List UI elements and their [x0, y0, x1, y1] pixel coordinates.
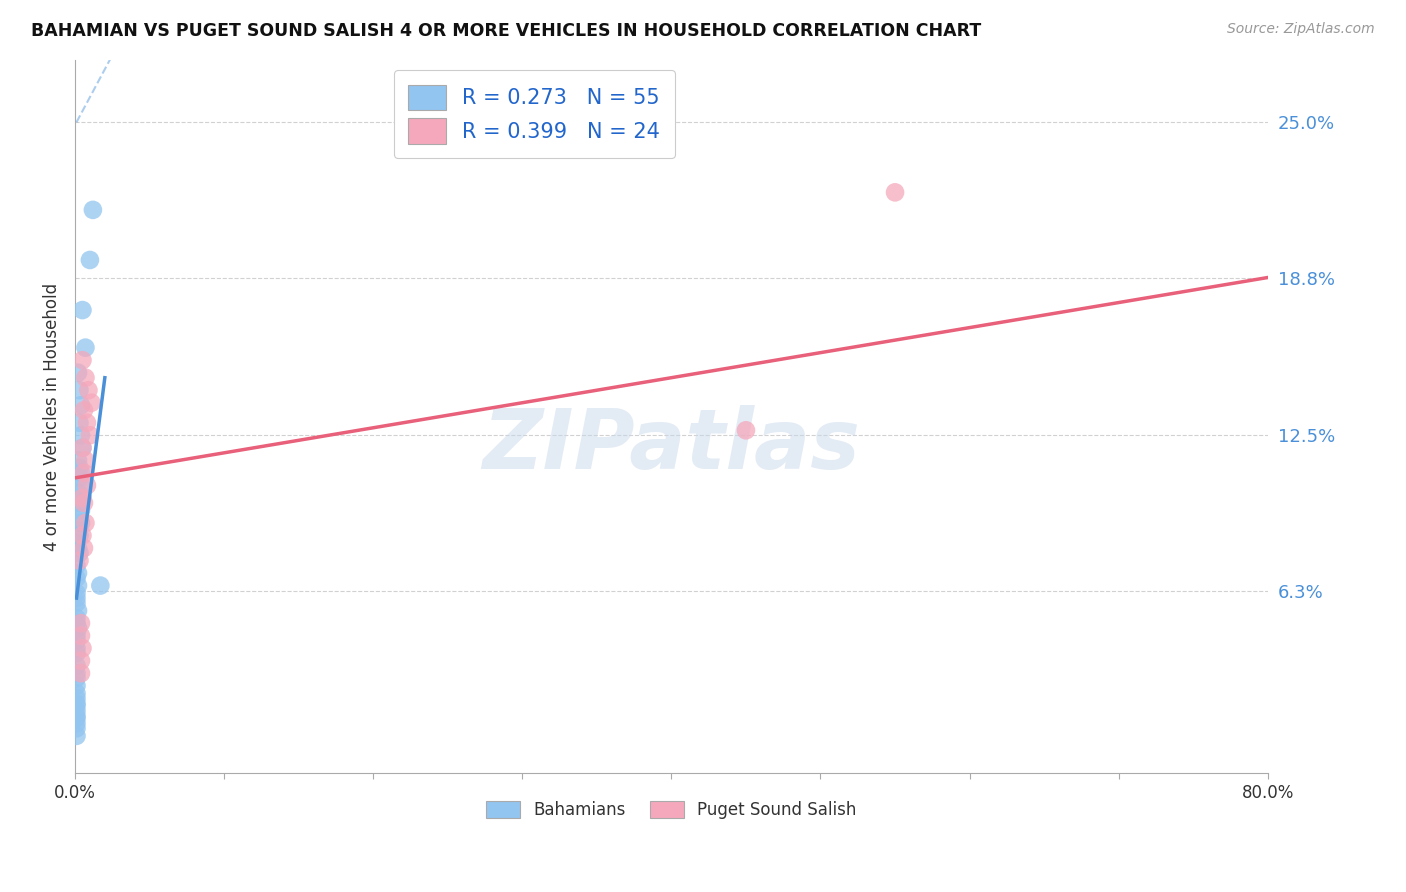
Point: [72, 641, 94, 656]
Point: [66, 366, 89, 380]
Point: [69, 553, 91, 567]
Point: [69, 546, 91, 560]
Point: [65, 633, 87, 648]
Point: [73, 541, 96, 555]
Point: [73, 466, 96, 480]
Point: [65, 696, 87, 710]
Point: [65, 611, 87, 625]
Point: [66, 566, 89, 580]
Point: [65, 558, 87, 573]
Point: [69, 496, 91, 510]
Point: [65, 616, 87, 631]
Point: [72, 528, 94, 542]
Point: [70, 398, 93, 412]
Point: [72, 303, 94, 318]
Point: [70, 478, 93, 492]
Point: [69, 511, 91, 525]
Point: [70, 666, 93, 681]
Point: [65, 591, 87, 606]
Point: [75, 453, 97, 467]
Point: [66, 604, 89, 618]
Point: [65, 666, 87, 681]
Point: [65, 571, 87, 585]
Point: [66, 621, 89, 635]
Point: [70, 516, 93, 530]
Point: [65, 658, 87, 673]
Point: [65, 641, 87, 656]
Text: BAHAMIAN VS PUGET SOUND SALISH 4 OR MORE VEHICLES IN HOUSEHOLD CORRELATION CHART: BAHAMIAN VS PUGET SOUND SALISH 4 OR MORE…: [31, 22, 981, 40]
Point: [72, 441, 94, 455]
Point: [65, 536, 87, 550]
Point: [77, 383, 100, 397]
Point: [884, 186, 907, 200]
Point: [66, 578, 89, 592]
Point: [70, 654, 93, 668]
Point: [75, 516, 97, 530]
Point: [65, 704, 87, 718]
Point: [69, 383, 91, 397]
Point: [65, 722, 87, 736]
Point: [65, 686, 87, 700]
Point: [73, 403, 96, 417]
Point: [70, 466, 93, 480]
Point: [69, 461, 91, 475]
Point: [82, 202, 104, 217]
Point: [69, 471, 91, 485]
Point: [65, 691, 87, 706]
Point: [65, 586, 87, 600]
Point: [66, 453, 89, 467]
Text: Source: ZipAtlas.com: Source: ZipAtlas.com: [1227, 22, 1375, 37]
Point: [65, 711, 87, 725]
Point: [65, 596, 87, 610]
Point: [66, 541, 89, 555]
Point: [70, 503, 93, 517]
Point: [70, 616, 93, 631]
Point: [66, 486, 89, 500]
Point: [70, 629, 93, 643]
Point: [72, 441, 94, 455]
Point: [76, 478, 98, 492]
Point: [76, 416, 98, 430]
Y-axis label: 4 or more Vehicles in Household: 4 or more Vehicles in Household: [44, 283, 60, 550]
Point: [65, 679, 87, 693]
Point: [72, 353, 94, 368]
Text: ZIPatlas: ZIPatlas: [482, 405, 860, 485]
Point: [65, 716, 87, 731]
Point: [79, 252, 101, 267]
Point: [65, 629, 87, 643]
Point: [72, 491, 94, 505]
Point: [735, 423, 758, 437]
Point: [69, 528, 91, 542]
Point: [73, 496, 96, 510]
Point: [65, 708, 87, 723]
Point: [75, 341, 97, 355]
Point: [65, 646, 87, 660]
Point: [75, 370, 97, 384]
Point: [80, 396, 103, 410]
Point: [79, 428, 101, 442]
Point: [66, 524, 89, 538]
Legend: Bahamians, Puget Sound Salish: Bahamians, Puget Sound Salish: [479, 794, 863, 826]
Point: [65, 698, 87, 713]
Point: [69, 416, 91, 430]
Point: [65, 671, 87, 685]
Point: [89, 578, 111, 592]
Point: [70, 428, 93, 442]
Point: [65, 729, 87, 743]
